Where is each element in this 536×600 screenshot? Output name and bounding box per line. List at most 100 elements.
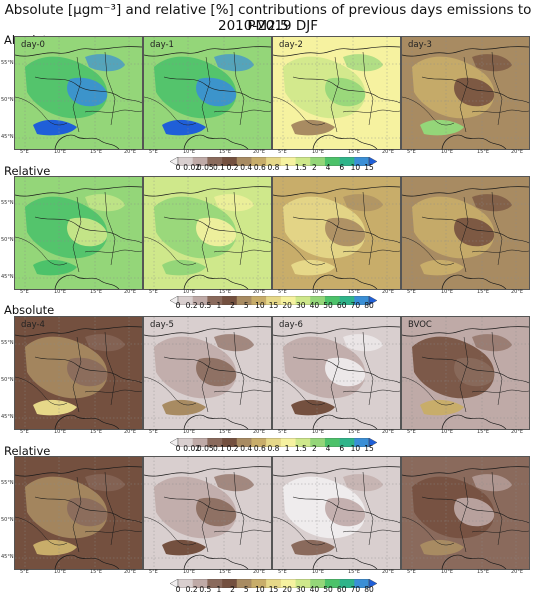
colorbar-tick-label: 6: [339, 163, 345, 172]
colorbar-tick-label: 2: [230, 301, 235, 310]
colorbar-tick-label: 0: [175, 444, 181, 453]
colorbar-tick-label: 5: [243, 585, 249, 594]
map-field-r0c1: [144, 37, 271, 149]
colorbar-tick-label: 70: [350, 585, 361, 594]
colorbar-tick-label: 60: [336, 301, 347, 310]
colorbar-tick-label: 10: [255, 301, 265, 310]
lon-tick-label: 5°E: [407, 569, 416, 575]
colorbar-tick-label: 0.6: [253, 163, 266, 172]
lon-tick-label: 5°E: [149, 149, 158, 155]
lon-tick-label: 20°E: [124, 569, 137, 575]
lon-tick-label: 5°E: [407, 289, 416, 295]
colorbar-tick-label: 80: [364, 585, 374, 594]
map-panel-r2c1: day-5: [143, 316, 272, 430]
map-field-r0c0: [15, 37, 142, 149]
lon-tick-label: 15°E: [90, 569, 103, 575]
section-label-relative-2: Relative: [4, 444, 51, 458]
colorbar-tick-label: 0: [175, 585, 181, 594]
colorbar-tick-label: 70: [350, 301, 361, 310]
colorbar-tick-label: 20: [282, 585, 292, 594]
panel-label-r0c2: day-2: [279, 40, 303, 50]
figure-title-line2: 2010-2019 DJF: [217, 18, 319, 34]
lon-tick-label: 20°E: [382, 149, 395, 155]
map-panel-r3c3: [401, 456, 530, 570]
colorbar-tick-label: 60: [336, 585, 347, 594]
lon-tick-label: 10°E: [312, 149, 325, 155]
map-panel-r0c0: day-0: [14, 36, 143, 150]
lon-tick-label: 15°E: [348, 149, 361, 155]
lon-tick-label: 20°E: [511, 569, 524, 575]
lat-tick-label: 55°N: [1, 480, 14, 486]
lat-tick-label: 55°N: [1, 340, 14, 346]
colorbar-ticks-relative-1: 0 0.2 0.5 1 2 5 10 15 20 30 40 50 60 70 80: [162, 301, 392, 311]
colorbar-strip: [169, 295, 378, 306]
map-field-r2c1: [144, 317, 271, 429]
panel-label-r0c0: day-0: [21, 40, 45, 50]
lon-tick-label: 5°E: [20, 569, 29, 575]
lon-tick-label: 5°E: [149, 429, 158, 435]
lon-tick-label: 10°E: [54, 149, 67, 155]
colorbar-tick-label: 1: [216, 301, 222, 310]
colorbar-tick-label: 10: [350, 444, 361, 453]
colorbar-tick-label: 0.02: [183, 163, 200, 172]
lon-tick-label: 10°E: [441, 289, 454, 295]
map-field-r1c2: [273, 177, 400, 289]
map-field-r2c0: [15, 317, 142, 429]
lon-tick-label: 20°E: [253, 289, 266, 295]
lon-tick-label: 15°E: [219, 149, 232, 155]
colorbar-tick-label: 15: [364, 444, 374, 453]
lon-tick-label: 20°E: [253, 429, 266, 435]
colorbar-absolute-1: [169, 151, 378, 167]
lon-tick-label: 5°E: [20, 289, 29, 295]
lon-tick-label: 20°E: [124, 429, 137, 435]
map-field-r1c3: [402, 177, 529, 289]
map-panel-r1c0: [14, 176, 143, 290]
lon-tick-label: 15°E: [348, 569, 361, 575]
panel-label-r2c1: day-5: [150, 320, 174, 330]
colorbar-tick-label: 30: [296, 585, 306, 594]
map-panel-r0c3: day-3: [401, 36, 530, 150]
lon-tick-label: 10°E: [183, 429, 196, 435]
map-field-r1c1: [144, 177, 271, 289]
lon-tick-label: 10°E: [54, 289, 67, 295]
map-panel-r3c2: [272, 456, 401, 570]
colorbar-tick-label: 0.4: [240, 444, 253, 453]
lon-tick-label: 15°E: [219, 569, 232, 575]
lon-tick-label: 15°E: [219, 429, 232, 435]
map-field-r2c2: [273, 317, 400, 429]
map-field-r3c1: [144, 457, 271, 569]
lon-tick-label: 20°E: [124, 289, 137, 295]
lon-tick-label: 10°E: [312, 289, 325, 295]
colorbar-tick-label: 50: [323, 301, 333, 310]
lon-tick-label: 5°E: [20, 149, 29, 155]
lon-tick-label: 10°E: [441, 429, 454, 435]
colorbar-tick-label: 40: [309, 301, 320, 310]
colorbar-strip: [169, 156, 378, 167]
colorbar-tick-label: 6: [339, 444, 345, 453]
map-panel-r3c1: [143, 456, 272, 570]
colorbar-absolute-2: [169, 432, 378, 448]
colorbar-tick-label: 0.2: [185, 301, 198, 310]
map-panel-r2c2: day-6: [272, 316, 401, 430]
colorbar-tick-label: 0.2: [226, 163, 239, 172]
colorbar-tick-label: 15: [364, 163, 374, 172]
colorbar-tick-label: 10: [350, 163, 361, 172]
colorbar-tick-label: 0.05: [196, 444, 214, 453]
lon-tick-label: 15°E: [477, 429, 490, 435]
section-label-absolute-2: Absolute: [4, 303, 55, 317]
lon-tick-label: 5°E: [407, 429, 416, 435]
map-panel-r0c1: day-1: [143, 36, 272, 150]
lon-tick-label: 5°E: [149, 289, 158, 295]
colorbar-tick-label: 1: [284, 444, 290, 453]
map-panel-r0c2: day-2: [272, 36, 401, 150]
map-panel-r1c2: [272, 176, 401, 290]
colorbar-tick-label: 0.5: [199, 585, 212, 594]
colorbar-tick-label: 2: [312, 163, 317, 172]
colorbar-tick-label: 0.1: [212, 444, 225, 453]
panel-label-r2c0: day-4: [21, 320, 45, 330]
lon-tick-label: 5°E: [407, 149, 416, 155]
figure-title-line1: Absolute [µgm⁻³] and relative [%] contri…: [4, 2, 532, 34]
lon-tick-label: 10°E: [54, 429, 67, 435]
colorbar-relative-1: [169, 290, 378, 306]
colorbar-tick-label: 4: [325, 444, 331, 453]
